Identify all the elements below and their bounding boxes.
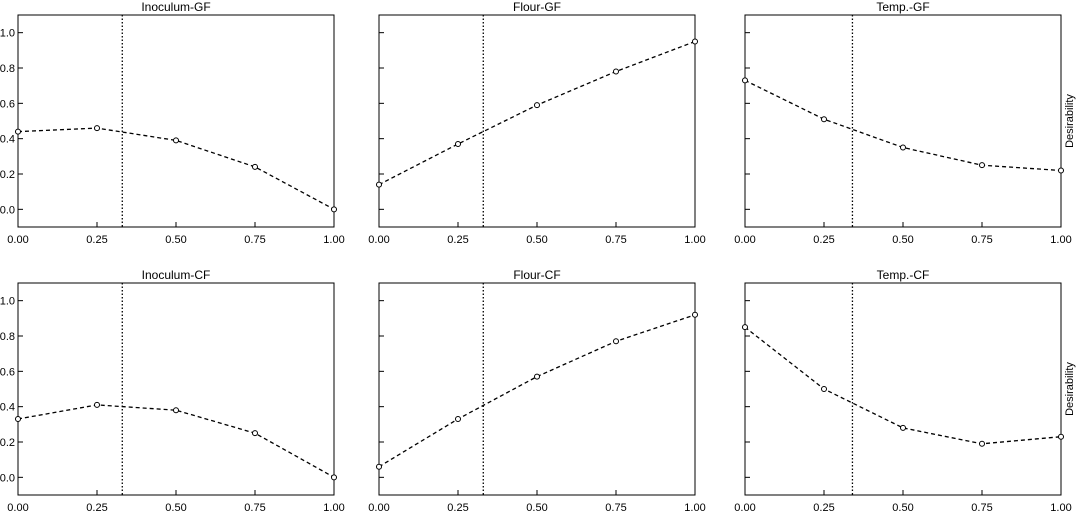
data-point: [252, 163, 258, 170]
x-tick-label: 0.50: [165, 502, 186, 514]
x-tick-label: 0.25: [813, 234, 834, 246]
x-tick-label: 0.00: [368, 234, 389, 246]
series-line: [744, 326, 1062, 445]
data-point: [173, 137, 179, 144]
data-point: [534, 102, 540, 109]
data-point: [742, 77, 748, 84]
x-tick-label: 1.00: [1050, 502, 1071, 514]
x-tick-label: 0.50: [526, 502, 547, 514]
data-point: [15, 416, 21, 423]
x-tick-label: 0.50: [165, 234, 186, 246]
data-point: [1058, 433, 1064, 440]
x-tick-label: 0.50: [892, 234, 913, 246]
x-tick-label: 0.50: [892, 502, 913, 514]
data-point: [742, 324, 748, 331]
data-point: [821, 116, 827, 123]
data-point: [455, 416, 461, 423]
x-tick-label: 1.00: [684, 234, 705, 246]
x-tick-label: 0.00: [734, 502, 755, 514]
y-axis-label: Desirability: [1064, 94, 1076, 148]
plot-frame: [17, 282, 335, 496]
y-tick-label: 0.6: [0, 98, 15, 110]
x-tick-label: 1.00: [323, 234, 344, 246]
panel-temp-cf: Temp.-CF 0.00 0.25 0.50 0.75 1.00 Desirability: [734, 268, 1076, 514]
y-tick-label: 0.2: [0, 169, 15, 181]
data-point: [331, 206, 337, 213]
plot-frame: [17, 14, 335, 228]
x-tick-label: 0.75: [244, 502, 265, 514]
data-point: [94, 401, 100, 408]
x-tick-label: 0.75: [605, 502, 626, 514]
y-tick-label: 0.8: [0, 63, 15, 75]
x-tick-label: 0.75: [971, 234, 992, 246]
y-tick-label: 0.4: [0, 134, 15, 146]
x-tick-label: 1.00: [1050, 234, 1071, 246]
x-tick-label: 0.50: [526, 234, 547, 246]
panel-temp-gf: Temp.-GF 0.00 0.25 0.50 0.75 1.00 Desirability: [734, 0, 1076, 246]
y-tick-label: 0.0: [0, 472, 15, 484]
data-point: [979, 162, 985, 169]
x-tick-label: 0.00: [734, 234, 755, 246]
data-point: [376, 181, 382, 188]
x-tick-label: 0.75: [605, 234, 626, 246]
series-line: [378, 314, 696, 468]
y-tick-label: 0.8: [0, 331, 15, 343]
y-tick-label: 1.0: [0, 296, 15, 308]
data-point: [692, 311, 698, 318]
x-tick-label: 0.00: [7, 502, 28, 514]
x-tick-label: 0.25: [447, 502, 468, 514]
y-tick-label: 0.2: [0, 437, 15, 449]
panel-title: Inoculum-GF: [141, 0, 210, 14]
x-tick-label: 1.00: [684, 502, 705, 514]
x-tick-label: 0.25: [86, 234, 107, 246]
y-tick-label: 0.0: [0, 204, 15, 216]
panel-title: Temp.-CF: [877, 268, 930, 282]
data-point: [692, 38, 698, 45]
panel-title: Flour-GF: [513, 0, 561, 14]
y-tick-label: 0.4: [0, 402, 15, 414]
data-point: [979, 440, 985, 447]
panel-flour-cf: Flour-CF 0.00 0.25 0.50 0.75 1.00: [368, 268, 705, 514]
y-tick-label: 1.0: [0, 28, 15, 40]
data-point: [376, 463, 382, 470]
data-point: [900, 424, 906, 431]
series-line: [17, 127, 335, 210]
y-tick-label: 0.6: [0, 366, 15, 378]
data-point: [94, 125, 100, 132]
panel-inoculum-cf: Inoculum-CF 0.0 0.2 0.4 0.6 0.8 1.0 0.00 0.25 0.5…: [0, 268, 345, 514]
data-point: [821, 386, 827, 392]
data-point: [613, 68, 619, 75]
data-point: [15, 128, 21, 135]
data-point: [252, 430, 258, 437]
x-tick-label: 0.25: [447, 234, 468, 246]
panel-inoculum-gf: Inoculum-GF 0.0 0.2 0.4 0.6 0.8 1.0 0.00 0.25 0.5…: [0, 0, 345, 246]
x-tick-label: 0.75: [244, 234, 265, 246]
data-point: [534, 373, 540, 380]
y-axis-label: Desirability: [1064, 362, 1076, 416]
x-tick-label: 0.25: [86, 502, 107, 514]
panel-title: Inoculum-CF: [142, 268, 211, 282]
plot-frame: [744, 282, 1062, 496]
data-point: [173, 407, 179, 414]
data-point: [331, 474, 337, 481]
panel-title: Flour-CF: [513, 268, 560, 282]
plot-frame: [378, 282, 696, 496]
x-tick-label: 1.00: [323, 502, 344, 514]
x-tick-label: 0.25: [813, 502, 834, 514]
data-point: [455, 140, 461, 147]
plot-frame: [744, 14, 1062, 228]
data-point: [613, 338, 619, 345]
panel-flour-gf: Flour-GF 0.00 0.25 0.50 0.75 1.00: [368, 0, 705, 246]
x-tick-label: 0.75: [971, 502, 992, 514]
data-point: [1058, 167, 1064, 174]
plot-frame: [378, 14, 696, 228]
panel-title: Temp.-GF: [876, 0, 929, 14]
x-tick-label: 0.00: [368, 502, 389, 514]
x-tick-label: 0.00: [7, 234, 28, 246]
data-point: [900, 144, 906, 151]
